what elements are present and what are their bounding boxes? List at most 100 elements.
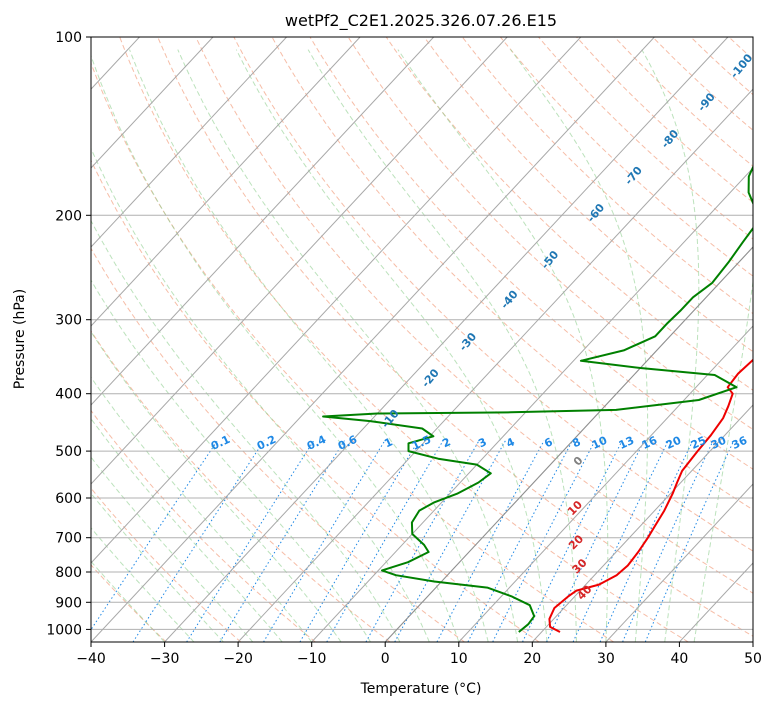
mixing-ratio-label: 4 (504, 435, 517, 450)
isotherm-gridline (458, 325, 753, 642)
mixing-ratio-line (599, 440, 694, 642)
moist-adiabat (307, 49, 577, 642)
mixing-ratio-label: 13 (617, 434, 636, 452)
y-axis: 100 200 300 400 500 600 700 800 900 1000 (46, 30, 91, 638)
mixing-ratio-line (132, 440, 265, 642)
moist-adiabat (129, 49, 489, 642)
mixing-ratio-label: 3 (476, 435, 488, 450)
moist-adiabat (235, 49, 548, 642)
mixing-ratio-line (467, 440, 573, 642)
y-tick-label: 600 (55, 491, 82, 507)
moist-adiabat (91, 330, 342, 642)
x-tick-label: 0 (381, 651, 390, 667)
dry-adiabat (347, 37, 753, 431)
mixing-ratio-label: 2 (440, 435, 452, 450)
plot-frame (90, 36, 754, 643)
dry-adiabat-label: -70 (622, 164, 645, 188)
x-axis: −40 −30 −20 −10 0 10 20 30 40 50 (76, 642, 762, 667)
x-tick-label: −30 (150, 651, 180, 667)
mixing-ratio-label: 6 (542, 435, 555, 450)
dry-adiabat (690, 37, 753, 96)
dry-adiabat (91, 487, 242, 642)
y-tick-label: 300 (55, 313, 82, 329)
mixing-ratio-line (91, 440, 218, 631)
dry-adiabat (500, 37, 753, 277)
isotherm-gridline (91, 37, 435, 406)
plot-area: -100-90-80-70-60-50-40-30-20-10010203040… (0, 37, 775, 642)
x-tick-label: 10 (450, 651, 468, 667)
y-tick-label: 700 (55, 531, 82, 547)
isotherm-gridline (679, 562, 753, 642)
dry-adiabat (576, 37, 753, 204)
moist-adiabat (641, 49, 700, 642)
background-lines (91, 37, 775, 642)
dry-adiabat (91, 330, 391, 642)
dry-adiabat (91, 61, 614, 642)
moist-adiabat (91, 560, 165, 642)
mixing-ratio-label: 1 (382, 435, 394, 450)
moist-adiabat (91, 219, 401, 642)
grid (0, 37, 753, 642)
isotherm-gridline (164, 37, 729, 642)
x-tick-label: −20 (223, 651, 253, 667)
mixing-ratio-line (546, 440, 645, 642)
dry-adiabat (309, 37, 753, 470)
moist-adiabat (91, 527, 195, 642)
dry-adiabat (385, 37, 753, 391)
isotherm-gridline (91, 37, 582, 564)
moist-adiabat (91, 492, 224, 642)
moist-adiabat (177, 49, 519, 642)
mixing-ratio-line (572, 440, 669, 642)
mixing-ratio-line (644, 440, 735, 642)
mixing-ratio-line (365, 440, 480, 642)
isotherm-gridline (91, 37, 508, 485)
moist-adiabat (91, 417, 283, 642)
dewpoint-trace (322, 164, 753, 633)
dry-adiabat (91, 247, 465, 642)
y-axis-label: Pressure (hPa) (12, 289, 28, 389)
moist-adiabat-label: 0 (571, 454, 586, 469)
y-tick-label: 500 (55, 444, 82, 460)
chart-title: wetPf2_C2E1.2025.326.07.26.E15 (285, 11, 557, 31)
dry-adiabat (91, 159, 540, 642)
isotherm-gridline (0, 37, 66, 642)
isotherm-gridline (752, 641, 753, 642)
dry-adiabat (423, 37, 753, 353)
dry-adiabat-label: -100 (728, 51, 756, 81)
dry-adiabat-label: -10 (379, 407, 402, 431)
mixing-ratio-line (492, 440, 596, 642)
dry-adiabat (461, 37, 753, 315)
dry-adiabat-label: -20 (419, 366, 442, 390)
dry-adiabat-label: -60 (585, 201, 608, 225)
isotherm-gridline (605, 483, 753, 642)
traces (322, 164, 753, 633)
x-tick-label: 50 (744, 651, 762, 667)
mixing-ratio-label: 30 (709, 434, 729, 452)
mixing-ratio-line (326, 440, 444, 642)
moist-adiabat (91, 54, 460, 642)
moist-adiabat (91, 456, 254, 642)
mixing-ratio-line (522, 440, 623, 642)
moist-adiabat-label: 20 (566, 532, 586, 552)
mixing-ratio-label: 16 (640, 434, 660, 452)
mixing-ratio-label: 0.6 (336, 433, 359, 453)
moist-adiabat (397, 49, 609, 642)
isotherm-gridline (91, 37, 287, 248)
dry-adiabat (767, 37, 775, 642)
x-tick-label: −40 (76, 651, 106, 667)
moist-adiabat-label: 40 (575, 582, 595, 602)
y-tick-label: 900 (55, 595, 82, 611)
dry-adiabat-label: -90 (695, 90, 718, 114)
x-tick-label: 30 (597, 651, 615, 667)
x-tick-label: 40 (670, 651, 688, 667)
dry-adiabat-label: -30 (457, 330, 480, 354)
dry-adiabat (195, 37, 753, 594)
dry-adiabat (119, 37, 689, 642)
moist-adiabat (91, 279, 371, 642)
y-tick-label: 800 (55, 565, 82, 581)
isotherm-gridline (91, 37, 655, 642)
isotherm-gridline (237, 88, 753, 642)
dry-adiabat (157, 37, 753, 637)
mixing-ratio-line (263, 440, 386, 642)
